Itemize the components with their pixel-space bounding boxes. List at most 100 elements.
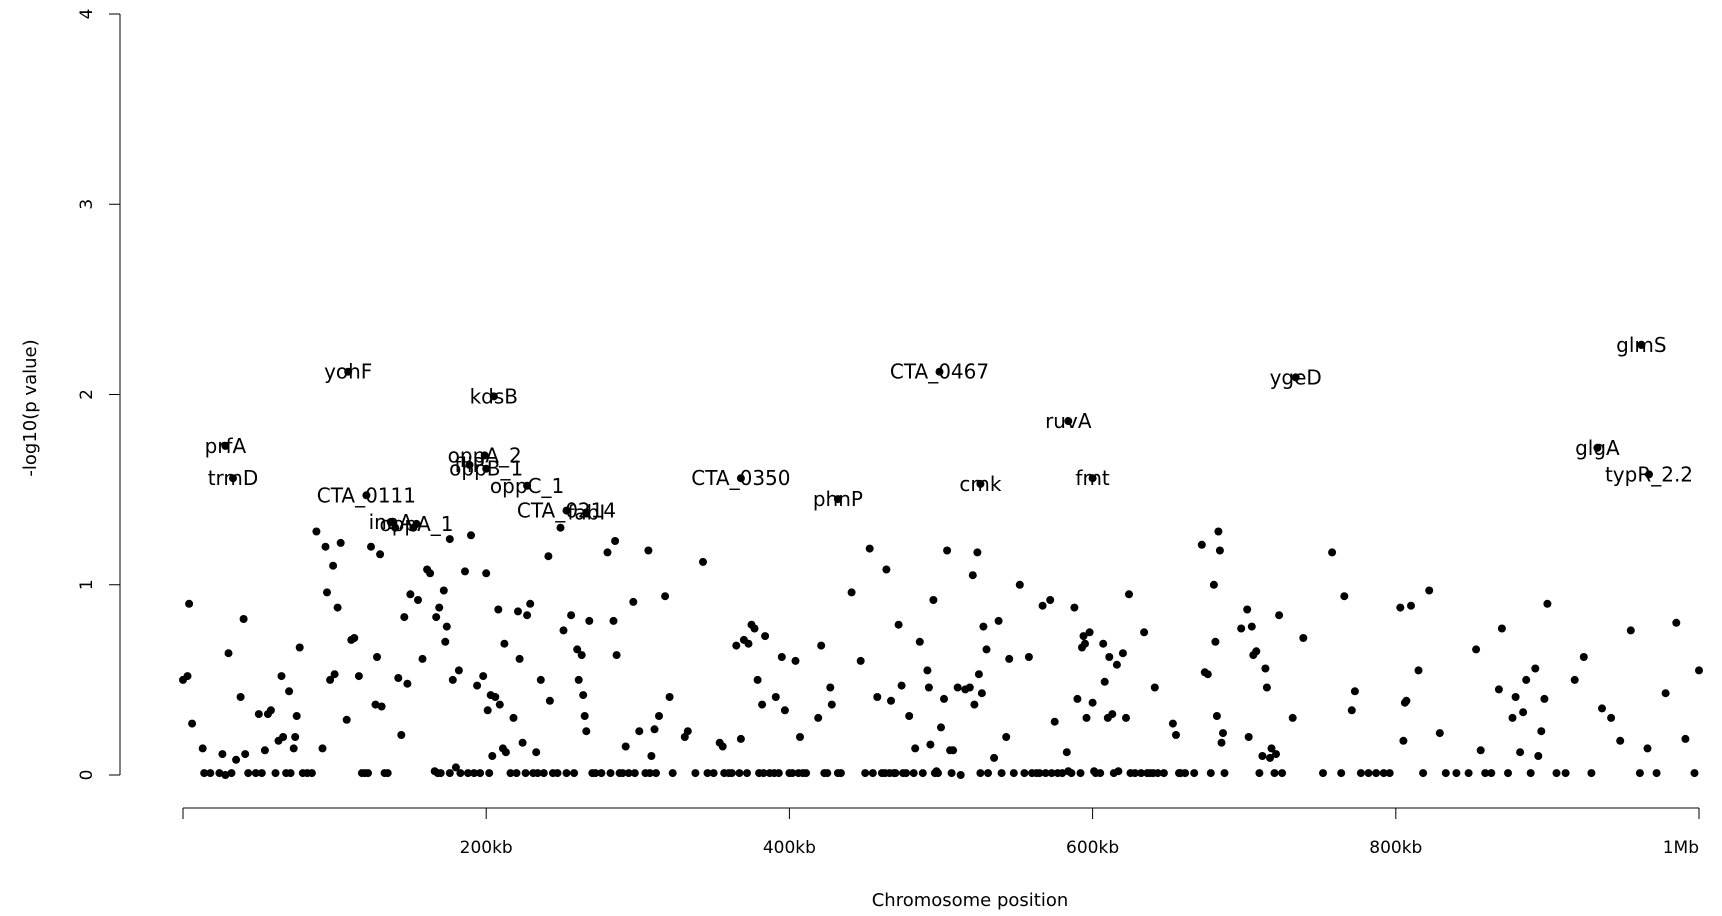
data-point	[796, 733, 804, 741]
data-point	[1356, 769, 1365, 778]
data-point	[1081, 639, 1089, 648]
data-point	[1587, 769, 1596, 778]
data-point	[703, 769, 712, 778]
data-point	[470, 769, 479, 778]
data-point	[536, 675, 545, 684]
data-point	[894, 620, 903, 629]
data-points	[179, 523, 1703, 779]
data-point	[218, 750, 227, 759]
data-point	[1522, 675, 1531, 684]
data-point	[937, 723, 945, 732]
data-point	[532, 748, 541, 757]
data-point	[559, 626, 568, 635]
data-point	[1047, 769, 1056, 778]
gene-label: fmt	[1075, 466, 1110, 490]
data-point	[1038, 601, 1047, 610]
data-point	[495, 700, 504, 709]
data-point	[295, 643, 304, 652]
data-point	[668, 769, 677, 778]
data-point	[521, 769, 530, 778]
data-point	[1267, 744, 1276, 753]
data-point	[494, 605, 503, 614]
data-point	[774, 769, 783, 778]
data-point	[326, 675, 335, 684]
data-point	[1266, 753, 1274, 762]
y-axis-title: -log10(p value)	[20, 339, 41, 476]
data-point	[735, 769, 744, 778]
data-point	[570, 769, 579, 778]
data-point	[473, 681, 482, 690]
x-tick-label: 200kb	[460, 838, 513, 858]
data-point	[464, 769, 472, 778]
data-point	[984, 769, 992, 778]
data-point	[926, 740, 935, 749]
data-point	[629, 597, 638, 606]
data-point	[435, 603, 444, 612]
data-point	[1275, 611, 1284, 620]
gene-label: CTA_0467	[890, 360, 989, 384]
data-point	[691, 769, 700, 778]
gene-label: CTA_0214	[517, 499, 616, 523]
data-point	[483, 706, 492, 715]
data-point	[990, 753, 999, 762]
data-point	[1531, 664, 1540, 673]
data-point	[383, 769, 392, 778]
data-point	[1476, 746, 1485, 755]
data-point	[1278, 769, 1287, 778]
data-point	[949, 746, 958, 755]
data-point	[336, 538, 345, 547]
data-point	[1190, 769, 1199, 778]
data-point	[451, 763, 460, 772]
data-point	[1497, 624, 1506, 633]
data-point	[1212, 712, 1221, 720]
data-point	[553, 769, 562, 778]
gene-label: glmS	[1616, 333, 1666, 357]
data-point	[291, 733, 300, 741]
data-point	[200, 769, 209, 778]
data-point	[1385, 769, 1394, 778]
x-tick-label: 800kb	[1369, 838, 1422, 858]
data-point	[1217, 738, 1226, 747]
data-point	[1399, 736, 1408, 745]
data-point	[1085, 628, 1094, 637]
labeled-point	[386, 518, 395, 526]
data-point	[1137, 769, 1146, 778]
labeled-point	[523, 481, 532, 490]
labeled-point	[1645, 470, 1653, 479]
data-point	[929, 596, 938, 604]
gene-label: ruvA	[1045, 409, 1092, 433]
data-point	[611, 537, 620, 545]
labeled-point	[833, 495, 842, 504]
data-point	[467, 531, 475, 540]
data-point	[1181, 769, 1190, 778]
data-point	[436, 769, 445, 778]
data-point	[727, 769, 736, 778]
data-point	[655, 712, 663, 720]
data-point	[1206, 769, 1215, 778]
data-point	[979, 622, 988, 631]
data-point	[1100, 677, 1109, 686]
data-point	[1419, 769, 1428, 778]
data-point	[236, 693, 245, 701]
data-point	[1079, 632, 1088, 641]
gene-label: glgA	[1575, 436, 1620, 460]
data-point	[198, 744, 207, 753]
data-point	[1041, 769, 1050, 778]
data-point	[1140, 628, 1149, 637]
data-point	[1244, 733, 1253, 741]
data-point	[861, 769, 870, 778]
data-point	[188, 719, 197, 728]
data-point	[777, 653, 786, 661]
data-point	[1570, 675, 1579, 684]
data-point	[836, 769, 845, 778]
data-point	[661, 592, 670, 601]
data-point	[609, 616, 618, 625]
data-point	[1197, 540, 1206, 549]
data-point	[1452, 769, 1461, 778]
data-point	[905, 712, 914, 720]
data-point	[753, 675, 762, 684]
data-point	[1258, 752, 1267, 760]
gene-label: oppA_2	[448, 443, 522, 467]
data-point	[206, 769, 215, 778]
data-point	[377, 702, 386, 711]
